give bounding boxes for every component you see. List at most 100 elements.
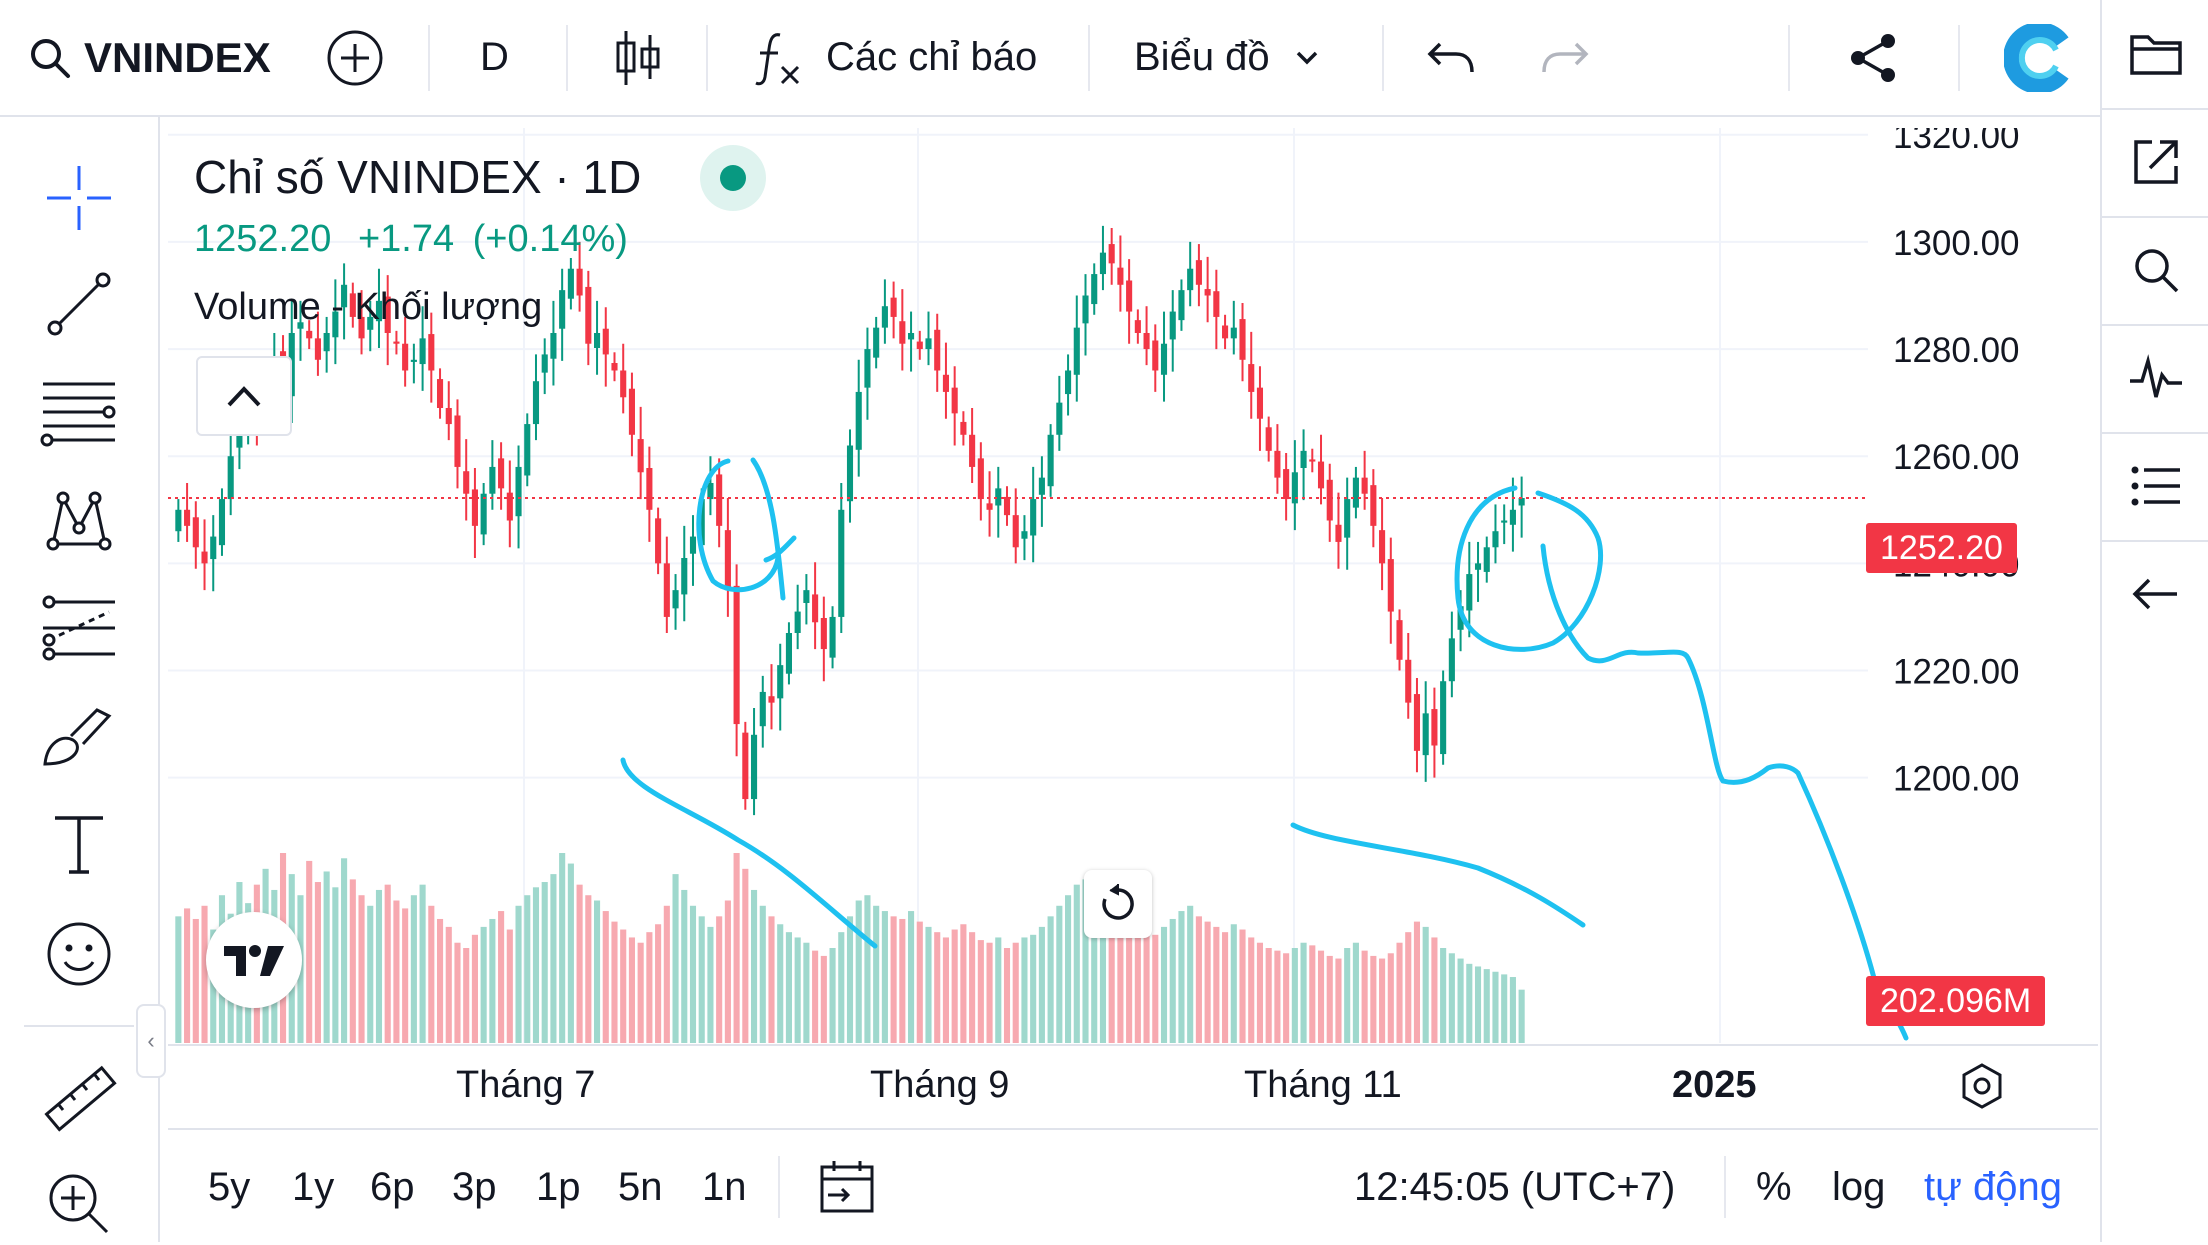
volume-bar: [1483, 969, 1490, 1043]
range-3p[interactable]: 3p: [452, 1130, 497, 1244]
volume-bar: [1169, 918, 1176, 1043]
candle-body: [794, 611, 801, 633]
interval-button[interactable]: D: [480, 0, 509, 115]
candle-body: [463, 471, 470, 494]
candle-body: [855, 391, 862, 450]
percent-toggle[interactable]: %: [1756, 1164, 1792, 1209]
candle-body: [306, 330, 313, 339]
candle-body: [524, 424, 531, 476]
collapse-legend-button[interactable]: [196, 356, 292, 436]
fib-tool[interactable]: [38, 371, 120, 453]
compare-symbol-button[interactable]: [326, 0, 384, 115]
price-chart[interactable]: 1320.001300.001280.001260.001240.001220.…: [168, 128, 2098, 1128]
zoom-in-tool[interactable]: [38, 1163, 120, 1245]
share-button[interactable]: [1846, 0, 1900, 115]
candles-style-button[interactable]: [614, 0, 662, 115]
open-external-button[interactable]: [2102, 108, 2208, 218]
volume-bar: [1492, 971, 1499, 1043]
candle-body: [873, 327, 880, 358]
candle-body: [1352, 477, 1359, 508]
candle-body: [1317, 461, 1325, 489]
symbol-search-button[interactable]: VNINDEX: [28, 0, 271, 115]
tradingview-logo[interactable]: [206, 912, 302, 1008]
candle-body: [393, 341, 400, 344]
candle-body: [1387, 559, 1394, 612]
candle-body: [1405, 659, 1412, 703]
candle-body: [1143, 333, 1150, 350]
emoji-tool[interactable]: [38, 913, 120, 995]
search-button[interactable]: [2102, 216, 2208, 326]
candle-body: [1012, 515, 1019, 548]
candle-body: [445, 408, 452, 425]
chevron-up-icon: [227, 386, 261, 407]
zoom-in-icon: [49, 1174, 109, 1234]
reset-icon: [1102, 884, 1134, 920]
candle-body: [515, 466, 522, 517]
candle-body: [1047, 434, 1054, 487]
volume-legend: Volume - Khối lượng: [194, 286, 543, 328]
range-5n[interactable]: 5n: [618, 1130, 663, 1244]
candle-body: [1222, 325, 1229, 339]
auto-scale-toggle[interactable]: tự động: [1924, 1164, 2062, 1209]
text-tool[interactable]: [38, 803, 120, 885]
chart-type-dropdown[interactable]: Biểu đồ: [1134, 0, 1322, 115]
grid: [168, 128, 1868, 1043]
range-1p[interactable]: 1p: [536, 1130, 581, 1244]
range-1y[interactable]: 1y: [292, 1130, 334, 1244]
trend-line-tool[interactable]: [38, 263, 120, 345]
separator: [1088, 25, 1090, 91]
range-6p[interactable]: 6p: [370, 1130, 415, 1244]
app-logo[interactable]: [2004, 0, 2072, 115]
volume-bar: [585, 895, 592, 1043]
candle-body: [759, 691, 766, 727]
candle-body: [1169, 311, 1176, 340]
list-button[interactable]: [2102, 432, 2208, 542]
pattern-tool[interactable]: [38, 479, 120, 561]
candle-body: [314, 338, 321, 360]
candle-body: [489, 466, 496, 494]
volume-bar: [812, 950, 819, 1043]
market-status-dot: [700, 145, 766, 211]
chart-type-label: Biểu đồ: [1134, 35, 1270, 79]
pulse-button[interactable]: [2102, 324, 2208, 434]
side-handle[interactable]: ‹: [136, 1004, 166, 1078]
drawing-circle-right: [1454, 485, 1909, 1041]
candle-body: [628, 388, 635, 435]
candle-body: [1091, 274, 1098, 305]
separator: [566, 25, 568, 91]
candle-body: [838, 509, 845, 617]
price-tick-label: 1320.00: [1893, 128, 2020, 156]
candle-body: [724, 530, 731, 591]
redo-button[interactable]: [1540, 0, 1590, 115]
volume-bar: [1230, 924, 1237, 1043]
range-1n[interactable]: 1n: [702, 1130, 747, 1244]
candle-body: [1457, 606, 1464, 630]
reset-chart-button[interactable]: [1084, 870, 1152, 938]
crosshair-tool[interactable]: [38, 157, 120, 239]
forecast-tool[interactable]: [38, 587, 120, 669]
range-label: 1y: [292, 1164, 335, 1209]
candle-body: [777, 665, 784, 699]
candle-body: [402, 343, 409, 371]
time-axis: Tháng 7 Tháng 9 Tháng 11 2025: [168, 1044, 2098, 1128]
candle-body: [227, 456, 234, 500]
log-toggle[interactable]: log: [1832, 1164, 1886, 1209]
watchlist-button[interactable]: [2102, 0, 2208, 110]
brush-tool[interactable]: [38, 695, 120, 777]
redo-icon: [1542, 42, 1589, 72]
indicators-button[interactable]: Các chỉ báo: [754, 0, 1037, 115]
go-to-date-button[interactable]: [818, 1130, 876, 1244]
chart-title: Chỉ số VNINDEX · 1D: [194, 151, 642, 203]
collapse-panel-button[interactable]: [2102, 540, 2208, 648]
ruler-tool[interactable]: [38, 1059, 120, 1141]
candle-body: [1117, 267, 1124, 285]
volume-bar: [1256, 942, 1264, 1043]
undo-button[interactable]: [1426, 0, 1476, 115]
settings-icon[interactable]: [1958, 1062, 2006, 1110]
volume-bar: [1126, 921, 1133, 1043]
volume-bar: [1352, 942, 1359, 1043]
candle-body: [803, 590, 810, 603]
candle-body: [1335, 524, 1342, 542]
range-5y[interactable]: 5y: [208, 1130, 250, 1244]
drawing-toolbar: [0, 117, 160, 1242]
